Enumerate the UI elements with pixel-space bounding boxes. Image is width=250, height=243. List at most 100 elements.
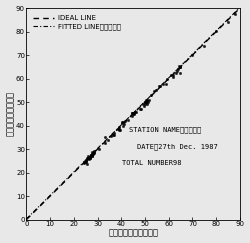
Point xyxy=(157,84,161,88)
X-axis label: 大型分度器による方位: 大型分度器による方位 xyxy=(108,228,158,237)
Point xyxy=(175,69,179,73)
Point xyxy=(117,128,121,132)
Point xyxy=(152,89,156,93)
Point xyxy=(85,156,89,160)
Point xyxy=(91,152,95,156)
Y-axis label: システムによる方位: システムによる方位 xyxy=(6,91,15,136)
Point xyxy=(112,131,116,135)
Point xyxy=(130,111,134,115)
Point xyxy=(86,162,89,165)
Point xyxy=(90,154,94,157)
Point xyxy=(103,141,107,145)
Point xyxy=(178,65,182,69)
Point xyxy=(130,111,134,114)
Point xyxy=(133,110,137,114)
Point xyxy=(86,156,90,160)
Point xyxy=(90,153,94,157)
Point xyxy=(92,151,96,155)
Point xyxy=(171,75,175,79)
Point xyxy=(139,107,143,111)
Point xyxy=(132,113,136,116)
Point xyxy=(90,152,94,156)
Point xyxy=(158,84,162,87)
Point xyxy=(146,100,150,104)
Point xyxy=(134,110,138,114)
Point xyxy=(84,160,87,164)
Point xyxy=(214,29,218,33)
Point xyxy=(89,153,93,157)
Point xyxy=(120,121,124,125)
Point xyxy=(130,114,134,118)
Point xyxy=(90,150,94,154)
Point xyxy=(84,159,88,163)
Point xyxy=(126,118,130,122)
Point xyxy=(144,100,148,104)
Point xyxy=(178,65,182,69)
Point xyxy=(103,135,107,139)
Point xyxy=(116,127,120,131)
Point xyxy=(154,88,158,92)
Point xyxy=(88,156,92,159)
Point xyxy=(174,71,178,75)
Point xyxy=(162,82,166,86)
Point xyxy=(90,154,94,158)
Point xyxy=(147,98,151,102)
Point xyxy=(164,82,168,86)
Point xyxy=(166,77,170,81)
Point xyxy=(177,64,181,68)
Point xyxy=(87,157,91,161)
Text: STATION NAME：ナガヌマ: STATION NAME：ナガヌマ xyxy=(129,127,201,133)
Point xyxy=(144,98,148,102)
Point xyxy=(170,73,174,77)
Point xyxy=(112,134,116,138)
Point xyxy=(109,134,113,138)
Point xyxy=(112,133,116,137)
Point xyxy=(86,156,90,160)
Point xyxy=(118,128,122,132)
Point xyxy=(233,12,237,16)
Point xyxy=(96,147,100,151)
Point xyxy=(120,121,124,124)
Point xyxy=(170,73,173,77)
Point xyxy=(142,101,146,104)
Point xyxy=(92,149,96,153)
Point xyxy=(82,160,86,164)
Point xyxy=(132,112,136,116)
Point xyxy=(202,44,206,48)
Point xyxy=(83,160,87,164)
Point xyxy=(121,120,125,124)
Point xyxy=(122,122,126,126)
Point xyxy=(138,107,142,111)
Point xyxy=(106,138,110,142)
Point xyxy=(145,98,149,102)
Point xyxy=(121,124,125,128)
Point xyxy=(123,119,127,123)
Point xyxy=(149,93,153,97)
Point xyxy=(141,102,145,106)
Point xyxy=(144,100,148,104)
Point xyxy=(85,157,89,161)
Point xyxy=(143,102,147,106)
Point xyxy=(190,53,194,57)
Point xyxy=(145,102,149,106)
Text: DATE：27th Dec. 1987: DATE：27th Dec. 1987 xyxy=(138,143,218,150)
Point xyxy=(90,153,94,156)
Point xyxy=(130,111,134,115)
Point xyxy=(178,71,182,75)
Text: TOTAL NUMBER98: TOTAL NUMBER98 xyxy=(122,160,182,166)
Point xyxy=(86,154,90,157)
Point xyxy=(132,111,136,114)
Legend: IDEAL LINE, FITTED LINE：ナガヌマ: IDEAL LINE, FITTED LINE：ナガヌマ xyxy=(32,14,122,32)
Point xyxy=(88,156,92,159)
Point xyxy=(145,99,149,103)
Point xyxy=(82,161,86,165)
Point xyxy=(226,20,230,24)
Point xyxy=(142,104,146,108)
Point xyxy=(92,150,96,154)
Point xyxy=(84,158,88,162)
Point xyxy=(176,68,180,71)
Point xyxy=(117,125,121,129)
Point xyxy=(86,156,90,160)
Point xyxy=(89,153,93,156)
Point xyxy=(88,156,92,159)
